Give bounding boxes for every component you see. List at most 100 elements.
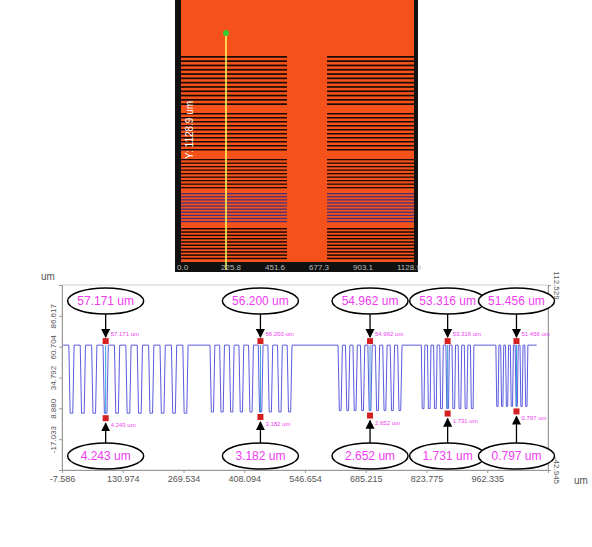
width-marker [257, 414, 263, 420]
width-arrow [516, 416, 517, 443]
grating-line [181, 254, 287, 256]
measurement: 53.316 um1.731 um53.316 um1.731 um [410, 288, 486, 469]
grating-line [181, 231, 287, 233]
grating-line [181, 221, 287, 222]
depth-arrow [105, 314, 106, 337]
grating-line [327, 163, 414, 164]
grating-line [327, 258, 414, 260]
grating-line [181, 137, 287, 139]
grating-line [181, 69, 287, 71]
width-arrow [105, 423, 106, 443]
grating-line [327, 65, 414, 67]
grating-line [327, 251, 414, 253]
width-label: 3.182 um [235, 449, 285, 463]
grating-line [181, 56, 287, 58]
grating-line [181, 73, 287, 75]
grating-line [327, 121, 414, 123]
plot-frame [62, 285, 548, 470]
grating-line [181, 212, 287, 213]
tick-mark [427, 470, 428, 473]
width-callout [332, 443, 408, 469]
grating-line [181, 82, 287, 84]
width-label: 0.797 um [491, 449, 541, 463]
depth-label: 54.962 um [342, 294, 399, 308]
grating-line [327, 145, 414, 147]
grating-line [181, 125, 287, 127]
grating-line [181, 99, 287, 101]
grating-line [327, 199, 414, 200]
plot-area [63, 345, 537, 413]
measurement: 51.456 um0.797 um51.456 um0.797 um [478, 288, 554, 469]
micrograph-x-tick: 225.8 [221, 263, 242, 272]
depth-arrow [516, 314, 517, 337]
grating-line [327, 241, 414, 243]
tick-label: -17.033 [49, 426, 58, 454]
grating-line [327, 205, 414, 206]
tick-label: -7.586 [50, 474, 76, 484]
depth-small-label: 53.316 um [453, 331, 481, 337]
grating-line [181, 184, 287, 185]
width-callout [478, 443, 554, 469]
grating-line [181, 235, 287, 237]
x-axis-title: um [574, 475, 588, 486]
tick-label: 60.704 [49, 334, 58, 359]
grating-line [181, 205, 287, 206]
depth-arrow [260, 314, 261, 337]
tick-mark [366, 470, 367, 473]
tick-mark [305, 470, 306, 473]
measurement-cursor [370, 345, 371, 410]
grating-line [181, 65, 287, 67]
depth-callout [68, 288, 144, 314]
grating-line [327, 73, 414, 75]
tick: -17.033 [49, 426, 62, 454]
depth-marker [445, 338, 451, 344]
grating-line [327, 170, 414, 171]
tick: 86.617 [49, 304, 62, 329]
grating-line [327, 212, 414, 213]
tick: 34.792 [49, 365, 62, 390]
grating-line [327, 248, 414, 250]
grating-line [181, 149, 287, 151]
micrograph-x-tick: 903.1 [353, 263, 374, 272]
depth-callout [332, 288, 408, 314]
grating-line [327, 184, 414, 185]
grating-line [181, 170, 287, 171]
depth-marker [103, 338, 109, 344]
grating-line [327, 86, 414, 88]
grating-line [181, 193, 287, 194]
grating-line [327, 231, 414, 233]
depth-label: 57.171 um [77, 294, 134, 308]
grating-line [181, 245, 287, 247]
width-small-label: 1.731 um [453, 418, 478, 424]
tick-label: 112.529 [552, 271, 561, 300]
grating-line [327, 56, 414, 58]
tick-mark [59, 408, 62, 409]
grating-line [181, 258, 287, 260]
grating-line [327, 166, 414, 167]
grating-line [327, 141, 414, 143]
tick-label: 823.775 [411, 474, 444, 484]
tick: 546.654 [289, 470, 322, 484]
tick-label: 86.617 [49, 304, 58, 329]
tick-mark [487, 470, 488, 473]
tick-label: 962.335 [471, 474, 504, 484]
x-axis-line [63, 471, 549, 474]
gratings [181, 56, 414, 259]
grating-line [327, 218, 414, 219]
page: Y: 1128.9 um0.0225.8451.6677.3903.11128.… [0, 0, 592, 547]
depth-label: 53.316 um [419, 294, 476, 308]
micrograph-y-label: Y: 1128.9 um [184, 101, 195, 159]
tick: 685.215 [350, 470, 383, 484]
depth-small-label: 57.171 um [111, 331, 139, 337]
width-small-label: 4.243 um [111, 422, 136, 428]
tick: 269.534 [168, 470, 201, 484]
grating-line [327, 209, 414, 210]
width-marker [367, 413, 373, 419]
grating-line [181, 141, 287, 143]
grating-line [181, 117, 287, 119]
depth-marker [257, 338, 263, 344]
grating-line [327, 202, 414, 203]
grating-line [327, 196, 414, 197]
grating-line [181, 163, 287, 164]
grating-line [327, 99, 414, 101]
